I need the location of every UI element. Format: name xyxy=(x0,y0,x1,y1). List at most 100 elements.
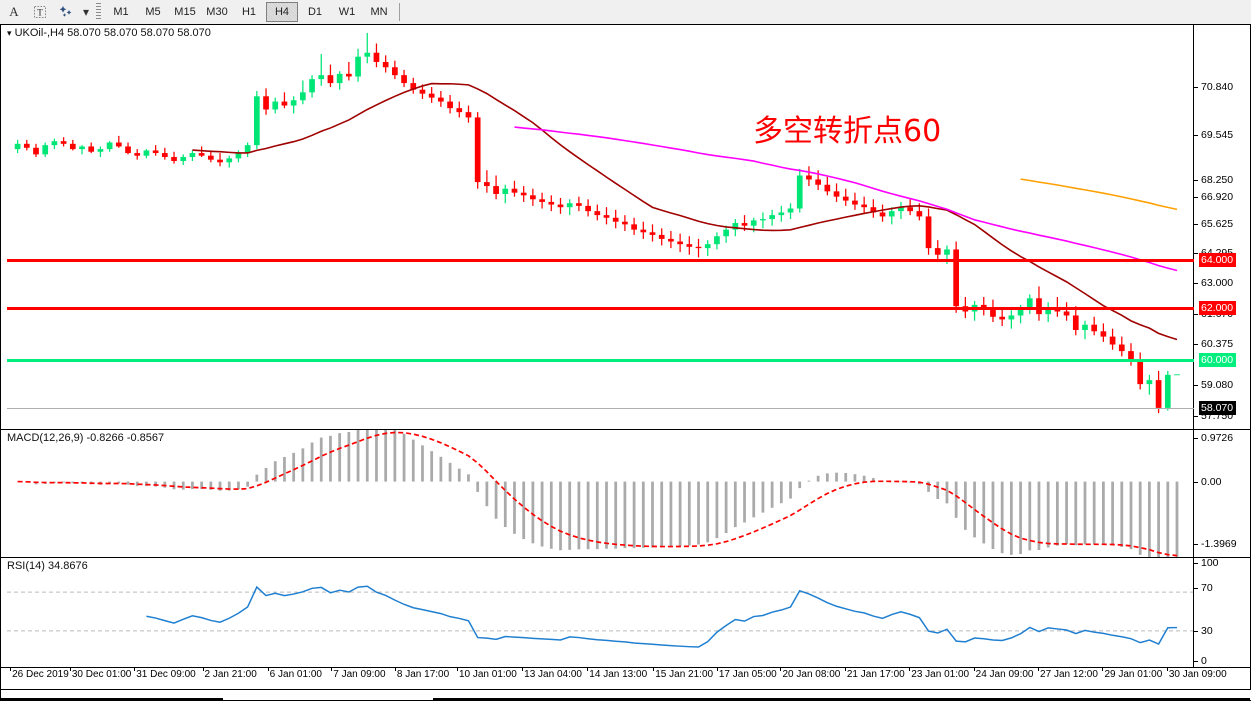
time-tick xyxy=(10,668,12,671)
text-label-tool-icon[interactable]: T xyxy=(28,2,52,22)
time-axis-label: 17 Jan 05:00 xyxy=(718,669,777,680)
timeframe-m1[interactable]: M1 xyxy=(113,6,129,18)
timeframe-m15[interactable]: M15 xyxy=(174,6,196,18)
axis-tick xyxy=(1194,416,1198,417)
axis-tick xyxy=(1194,283,1198,284)
axis-label: 60.375 xyxy=(1201,338,1234,350)
shapes-dropdown-caret-icon[interactable]: ▾ xyxy=(82,5,90,19)
price-axis[interactable]: 70.84069.54568.25066.92065.62564.29563.0… xyxy=(1193,25,1250,452)
time-axis-label: 27 Jan 12:00 xyxy=(1040,669,1098,680)
axis-tick xyxy=(1194,544,1198,545)
time-tick xyxy=(653,668,655,671)
time-tick xyxy=(1038,668,1040,671)
time-tick xyxy=(844,668,846,671)
text-tool-icon[interactable]: A xyxy=(9,4,19,19)
time-tick xyxy=(394,668,396,671)
time-axis-label: 20 Jan 08:00 xyxy=(782,669,841,680)
axis-tick xyxy=(1194,224,1198,225)
price-pane[interactable]: ▾ UKOil-,H4 58.070 58.070 58.070 58.070 … xyxy=(1,25,1250,452)
toolbar: A T ▾ M1 M5 M15 M30 H1 H4 D1 W1 MN xyxy=(0,0,1251,25)
axis-label: 100 xyxy=(1201,557,1219,569)
macd-canvas xyxy=(17,430,1179,557)
text-label-glyph: T xyxy=(34,6,46,18)
time-tick xyxy=(69,668,71,671)
axis-label: 70.840 xyxy=(1201,81,1234,93)
price-level-line-60.000[interactable] xyxy=(7,359,1194,362)
horizontal-scrollbar[interactable] xyxy=(1,689,1251,700)
time-axis-label: 13 Jan 04:00 xyxy=(524,669,582,680)
symbol-info-label: ▾ UKOil-,H4 58.070 58.070 58.070 58.070 xyxy=(7,27,211,39)
axis-label: 0 xyxy=(1201,655,1207,667)
axis-tick xyxy=(1194,563,1198,564)
time-tick xyxy=(522,668,524,671)
rsi-label: RSI(14) 34.8676 xyxy=(7,560,88,572)
time-tick xyxy=(267,668,269,671)
collapse-icon[interactable]: ▾ xyxy=(7,28,12,38)
price-badge-58.070: 58.070 xyxy=(1199,401,1237,415)
time-tick xyxy=(909,668,911,671)
axis-tick xyxy=(1194,344,1198,345)
time-axis-label: 14 Jan 13:00 xyxy=(589,669,648,680)
shapes-tool-icon[interactable] xyxy=(54,2,78,22)
timeframe-mn[interactable]: MN xyxy=(370,6,388,18)
time-axis-label: 26 Dec 2019 xyxy=(12,669,69,680)
time-tick xyxy=(134,668,136,671)
price-badge-62.000: 62.000 xyxy=(1199,301,1237,315)
price-level-line-64.000[interactable] xyxy=(7,259,1194,262)
scrollbar-thumb-right[interactable] xyxy=(433,692,1250,700)
timeframe-m5[interactable]: M5 xyxy=(145,6,161,18)
axis-label: 63.000 xyxy=(1201,277,1234,289)
time-tick xyxy=(1102,668,1104,671)
time-axis-label: 10 Jan 01:00 xyxy=(458,669,517,680)
axis-label: 0.00 xyxy=(1201,476,1222,488)
macd-pane[interactable]: MACD(12,26,9) -0.8266 -0.8567 0.9726 0.00… xyxy=(1,430,1250,558)
time-tick xyxy=(973,668,975,671)
time-tick xyxy=(331,668,333,671)
rsi-axis[interactable]: 100 70 30 0 xyxy=(1193,557,1250,667)
toolbar-grip[interactable] xyxy=(96,3,101,21)
time-axis[interactable]: 26 Dec 2019 30 Dec 01:00 31 Dec 09:00 2 Jan… xyxy=(1,668,1250,684)
scrollbar-thumb-left[interactable] xyxy=(1,692,223,700)
axis-tick xyxy=(1194,438,1198,439)
svg-text:T: T xyxy=(37,8,43,18)
axis-label: 65.625 xyxy=(1201,218,1234,230)
time-axis-label: 6 Jan 01:00 xyxy=(269,669,322,680)
timeframe-m30[interactable]: M30 xyxy=(206,6,228,18)
time-axis-label: 8 Jan 17:00 xyxy=(396,669,450,680)
time-tick xyxy=(1166,668,1168,671)
price-level-line-58.070[interactable] xyxy=(7,408,1194,409)
price-badge-64.000: 64.000 xyxy=(1199,253,1237,267)
time-axis-label: 31 Dec 09:00 xyxy=(136,669,196,680)
timeframe-h1[interactable]: H1 xyxy=(241,6,257,18)
price-canvas xyxy=(14,32,1180,414)
axis-label: -1.3969 xyxy=(1201,538,1237,550)
chart-annotation: 多空转折点60 xyxy=(753,114,942,149)
axis-label: 0.9726 xyxy=(1201,432,1234,444)
time-axis-label: 30 Dec 01:00 xyxy=(71,669,132,680)
time-axis-label: 7 Jan 09:00 xyxy=(333,669,386,680)
timeframe-h4[interactable]: H4 xyxy=(266,2,298,22)
chart-area: ▾ UKOil-,H4 58.070 58.070 58.070 58.070 … xyxy=(0,24,1251,701)
macd-axis[interactable]: 0.9726 0.00 -1.3969 xyxy=(1193,430,1250,557)
axis-tick xyxy=(1194,588,1198,589)
rsi-pane[interactable]: RSI(14) 34.8676 100 70 30 0 xyxy=(1,557,1250,668)
price-level-line-62.000[interactable] xyxy=(7,307,1194,310)
rsi-canvas xyxy=(7,585,1194,648)
toolbar-separator xyxy=(399,3,400,21)
time-axis-label: 23 Jan 01:00 xyxy=(911,669,970,680)
time-axis-label: 24 Jan 09:00 xyxy=(975,669,1034,680)
timeframe-w1[interactable]: W1 xyxy=(338,6,356,18)
axis-tick xyxy=(1194,631,1198,632)
time-tick xyxy=(780,668,782,671)
axis-tick xyxy=(1194,314,1198,315)
axis-label: 69.545 xyxy=(1201,129,1234,141)
price-badge-60.000: 60.000 xyxy=(1199,353,1237,367)
axis-tick xyxy=(1194,385,1198,386)
axis-tick xyxy=(1194,135,1198,136)
axis-label: 66.920 xyxy=(1201,191,1234,203)
rsi-plot xyxy=(7,558,1194,667)
timeframe-d1[interactable]: D1 xyxy=(307,6,323,18)
axis-tick xyxy=(1194,482,1198,483)
price-plot: 多空转折点60 xyxy=(7,25,1194,429)
